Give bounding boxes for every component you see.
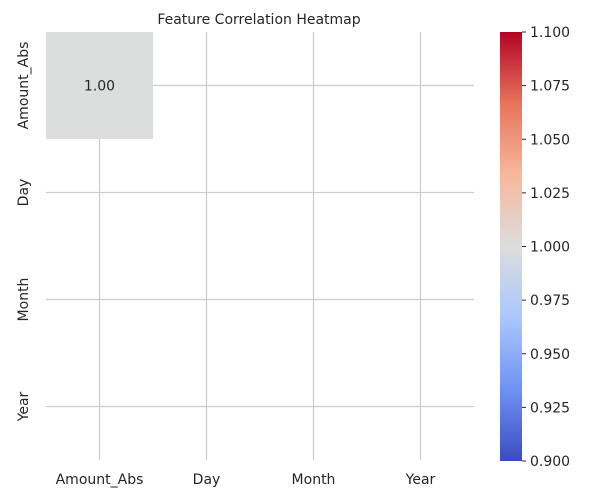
heatmap-cell [46,32,153,139]
y-tick-label: Month [16,278,32,322]
x-axis-tick-labels: Amount_Abs Day Month Year [56,472,436,488]
colorbar-tick-label: 1.100 [530,25,570,41]
y-tick-label: Amount_Abs [16,42,32,130]
x-tick-label: Amount_Abs [56,472,144,488]
colorbar-tick-label: 0.900 [530,454,570,470]
chart-title: Feature Correlation Heatmap [157,12,360,28]
cell-value-label: 1.00 [84,79,115,95]
x-tick-label: Month [292,472,336,488]
colorbar-tick-label: 1.075 [530,79,570,95]
colorbar-ticks: 0.900 0.925 0.950 0.975 1.000 1.025 1.050 1.075… [522,25,570,470]
colorbar-tick-label: 1.025 [530,186,570,202]
colorbar-tick-label: 1.000 [530,240,570,256]
y-tick-label: Year [16,391,32,422]
y-tick-label: Day [16,179,32,207]
colorbar-tick-label: 0.950 [530,347,570,363]
heatmap-cells: 1.00 [46,32,153,139]
x-tick-label: Day [193,472,221,488]
y-axis-tick-labels: Amount_Abs Day Month Year [16,42,32,423]
colorbar [500,32,522,461]
x-tick-label: Year [405,472,436,488]
grid-lines [46,32,474,460]
colorbar-tick-label: 0.925 [530,400,570,416]
colorbar-tick-label: 1.050 [530,132,570,148]
colorbar-tick-label: 0.975 [530,293,570,309]
